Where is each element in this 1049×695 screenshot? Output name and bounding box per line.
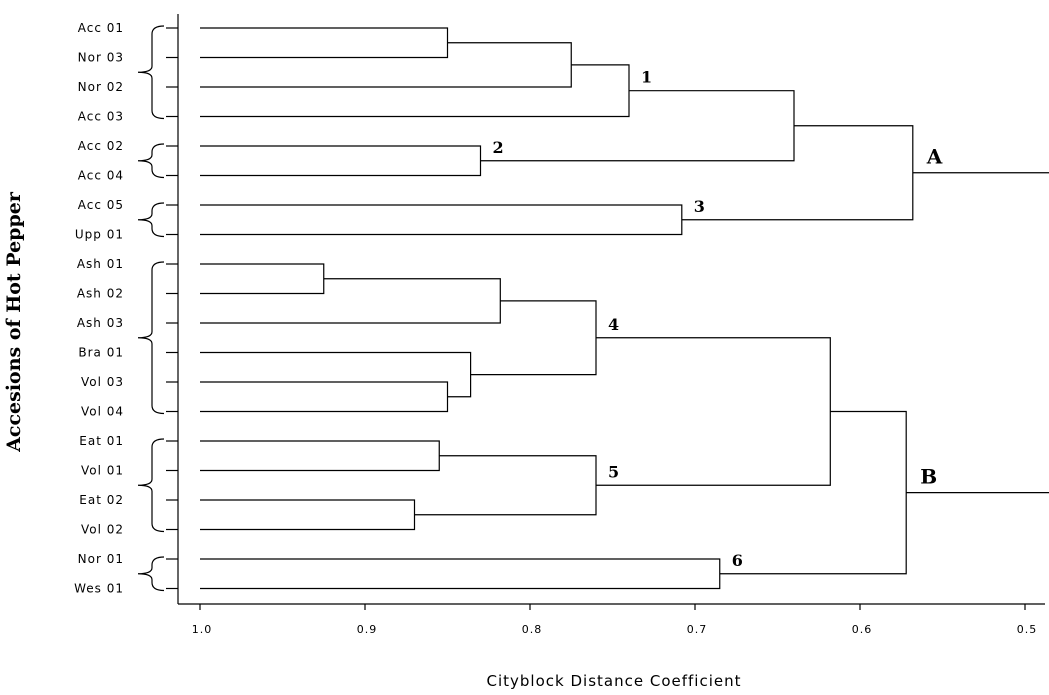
dendrogram-link-m16 [596, 337, 831, 486]
leaf-label-acc-05: Acc 05 [78, 198, 124, 212]
dendrogram-link-m12 [470, 300, 597, 376]
cluster-label-6: 6 [732, 551, 743, 570]
leaf-label-acc-04: Acc 04 [78, 169, 124, 183]
dendrogram-link-m10 [200, 381, 449, 413]
leaf-group-brace-6 [137, 556, 165, 592]
x-tick-label-0-6: 0.6 [852, 623, 873, 636]
cluster-label-4: 4 [608, 315, 619, 334]
x-axis-title: Cityblock Distance Coefficient [487, 672, 742, 690]
x-tick-label-0-7: 0.7 [687, 623, 708, 636]
x-tick-label-0-5: 0.5 [1017, 623, 1038, 636]
leaf-label-acc-03: Acc 03 [78, 110, 124, 124]
x-tick-label-0-8: 0.8 [522, 623, 543, 636]
dendrogram-link-m11 [200, 351, 472, 398]
dendrogram-link-m18 [719, 410, 907, 575]
leaf-label-nor-02: Nor 02 [78, 80, 124, 94]
dendrogram-link-m9 [200, 278, 501, 324]
leaf-label-ash-03: Ash 03 [77, 316, 124, 330]
leaf-label-ash-02: Ash 02 [77, 287, 124, 301]
cluster-label-5: 5 [608, 462, 619, 481]
x-tick-label-1-0: 1.0 [192, 623, 213, 636]
leaf-label-bra-01: Bra 01 [78, 346, 124, 360]
dendrogram-link-m8 [200, 263, 325, 295]
dendrogram-link-m13 [200, 440, 440, 472]
leaf-label-group: Acc 01 Nor 03 Nor 02 Acc 03 Acc 02 Acc 04 Acc … [74, 21, 178, 596]
dendrogram-link-m5 [480, 90, 795, 162]
dendrogram-link-m4 [200, 145, 482, 177]
leaf-group-brace-4 [137, 261, 165, 415]
x-tick-group: 1.00.90.80.70.60.50.4 [192, 604, 1038, 636]
cluster-label-1: 1 [641, 68, 652, 87]
y-axis-title: Accesions of Hot Pepper [3, 191, 25, 453]
leaf-label-eat-01: Eat 01 [79, 434, 124, 448]
dendrogram-link-m3 [200, 64, 630, 118]
leaf-label-acc-01: Acc 01 [78, 21, 124, 35]
leaf-group-brace-3 [137, 202, 165, 238]
dendrogram-link-m19 [906, 172, 1049, 494]
leaf-group-brace-1 [137, 25, 165, 120]
leaf-brace-group [137, 25, 165, 592]
leaf-label-wes-01: Wes 01 [74, 582, 124, 596]
leaf-label-nor-03: Nor 03 [78, 51, 124, 65]
dendrogram-link-m17 [200, 558, 721, 590]
cluster-label-group: 1 2 3 A 4 5 6 B [493, 68, 943, 570]
leaf-label-vol-04: Vol 04 [81, 405, 124, 419]
leaf-label-vol-03: Vol 03 [81, 375, 124, 389]
leaf-label-upp-01: Upp 01 [75, 228, 124, 242]
leaf-label-vol-01: Vol 01 [81, 464, 124, 478]
leaf-group-brace-5 [137, 438, 165, 533]
x-tick-label-0-9: 0.9 [357, 623, 378, 636]
dendrogram-link-m6 [200, 204, 683, 236]
leaf-label-vol-02: Vol 02 [81, 523, 124, 537]
cluster-label-a: A [926, 145, 943, 169]
leaf-label-ash-01: Ash 01 [77, 257, 124, 271]
cluster-label-2: 2 [493, 138, 504, 157]
cluster-label-3: 3 [694, 197, 705, 216]
leaf-label-nor-01: Nor 01 [78, 552, 124, 566]
dendrogram-link-m14 [200, 499, 416, 531]
leaf-label-eat-02: Eat 02 [79, 493, 124, 507]
dendrogram-link-group [200, 27, 1049, 590]
axis-layer [177, 14, 1045, 605]
cluster-label-b: B [920, 465, 937, 489]
leaf-label-acc-02: Acc 02 [78, 139, 124, 153]
leaf-group-brace-2 [137, 143, 165, 179]
dendrogram-link-m1 [200, 27, 449, 59]
dendrogram-link-m7 [681, 125, 914, 221]
dendrogram-link-m2 [200, 42, 572, 88]
dendrogram-link-m15 [414, 455, 597, 516]
